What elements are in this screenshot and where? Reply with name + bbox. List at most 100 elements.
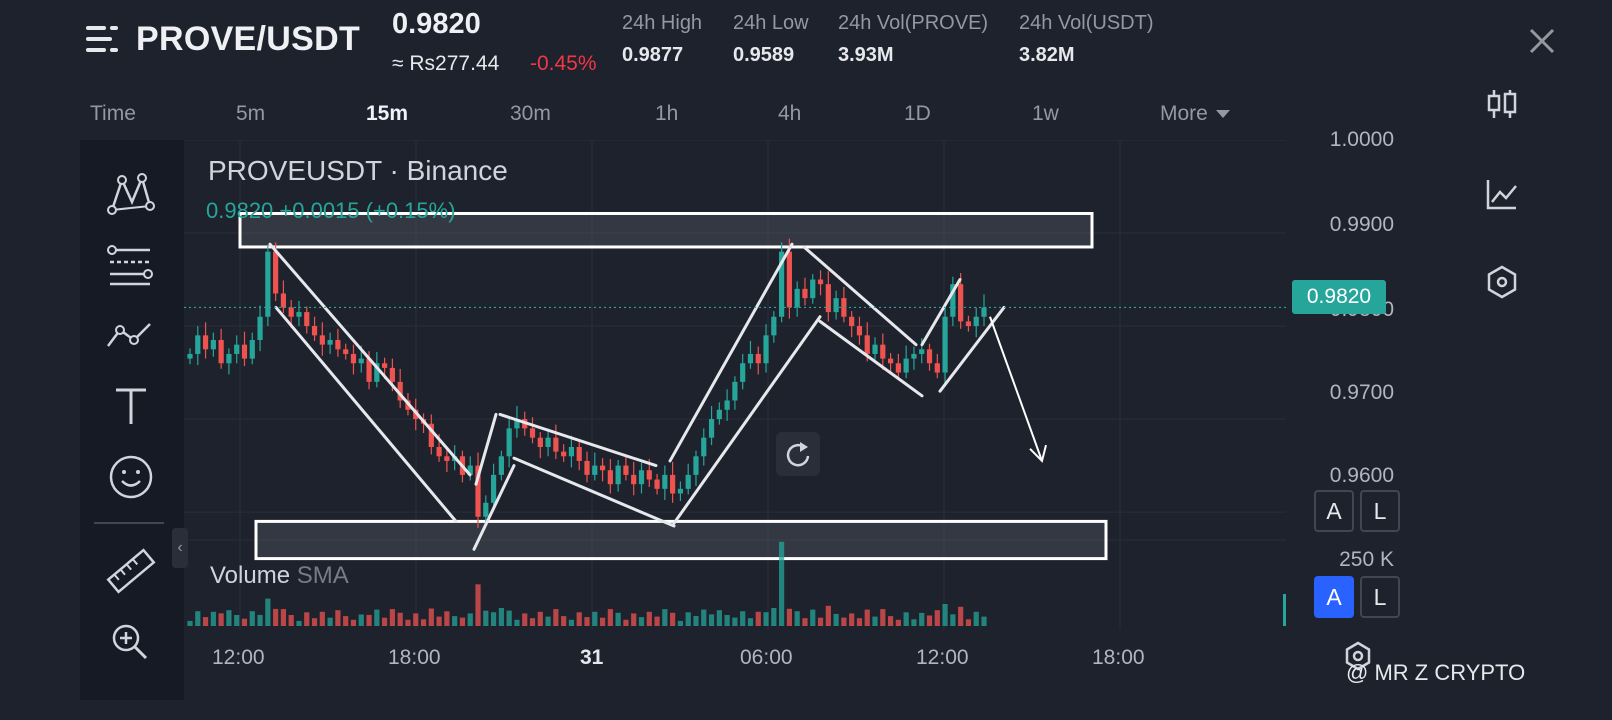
candle-body (506, 428, 512, 457)
pair-title[interactable]: PROVE/USDT (136, 20, 361, 58)
candle-body (241, 344, 248, 359)
volume-bar (887, 616, 894, 626)
ruler-tool-icon[interactable] (104, 544, 158, 598)
reset-chart-button[interactable] (776, 432, 820, 476)
volume-bar (576, 612, 582, 626)
candles-icon[interactable] (1484, 86, 1520, 122)
toolbar-collapse-button[interactable]: ‹ (172, 528, 188, 568)
candle-body (670, 474, 676, 494)
x-tick-label: 12:00 (212, 646, 265, 669)
tab-1d[interactable]: 1D (904, 102, 931, 125)
candle-body (724, 400, 730, 410)
settings-icon[interactable] (1484, 264, 1520, 300)
symbol-title[interactable]: PROVEUSDT · Binance (208, 155, 508, 186)
volume-bar (405, 619, 411, 626)
x-tick-label: 06:00 (740, 646, 793, 669)
volume-bar (241, 618, 248, 626)
price-chart[interactable] (184, 140, 1286, 630)
tab-30m[interactable]: 30m (510, 102, 551, 125)
tab-1h[interactable]: 1h (655, 102, 679, 125)
candle-body (849, 316, 855, 327)
indicators-icon[interactable] (1484, 176, 1520, 212)
zoom-in-icon[interactable] (104, 616, 158, 670)
volume-bar (724, 615, 730, 626)
volume-bar (755, 611, 761, 626)
volume-layer (187, 541, 1286, 626)
close-icon[interactable] (1525, 24, 1559, 58)
tab-4h[interactable]: 4h (778, 102, 802, 125)
candle-body (561, 451, 567, 457)
candle-body (950, 284, 956, 317)
tab-15m[interactable]: 15m (366, 102, 409, 125)
volume-bar (382, 617, 388, 626)
y-tick-label: 0.9900 (1329, 213, 1394, 236)
candle-body (825, 284, 831, 313)
candle-body (545, 437, 551, 447)
candle-body (880, 344, 886, 359)
candle-body (358, 358, 364, 364)
trend-line (268, 242, 472, 477)
candle-body (537, 437, 543, 447)
resistance-zone (238, 211, 1094, 249)
candle-body (895, 363, 901, 373)
volume-bar (716, 610, 722, 626)
volume-bar (662, 609, 668, 626)
path-tool-icon[interactable] (104, 310, 158, 364)
fib-tool-icon[interactable] (104, 240, 158, 294)
tab-time[interactable]: Time (90, 102, 136, 125)
volume-bar (311, 618, 318, 626)
candle-body (919, 349, 925, 354)
volume-bar (366, 614, 372, 626)
candle-body (374, 363, 380, 382)
toolbar-divider (94, 522, 164, 524)
volume-bar (498, 608, 504, 626)
volume-bar (187, 620, 193, 626)
menu-icon[interactable] (86, 24, 120, 54)
candle-body (343, 349, 349, 354)
candle-body (786, 251, 792, 308)
tab-more-label: More (1160, 102, 1208, 125)
candle-body (576, 446, 582, 461)
trend-line (512, 456, 676, 528)
volume-bar (249, 611, 255, 626)
candle-body (716, 409, 722, 420)
volume-bar (677, 620, 684, 626)
volume-auto-scale-button[interactable]: A (1314, 576, 1354, 618)
candle-body (467, 465, 473, 475)
emoji-tool-icon[interactable] (104, 450, 158, 504)
log-scale-button[interactable]: L (1360, 490, 1400, 532)
volume-bar (841, 617, 847, 626)
candle-body (568, 446, 575, 457)
volume-bar (265, 598, 271, 626)
candle-body (958, 284, 964, 322)
volume-bar (895, 619, 901, 626)
volume-bar (693, 616, 699, 626)
volume-bar (965, 619, 972, 626)
volume-log-scale-button[interactable]: L (1360, 576, 1400, 618)
volume-bar (825, 605, 831, 626)
candle-body (833, 298, 839, 313)
volume-ma-label: SMA (296, 562, 349, 589)
candle-body (981, 307, 987, 317)
candle-body (926, 349, 933, 364)
chevron-down-icon (1215, 110, 1230, 119)
tab-more[interactable]: More (1160, 102, 1230, 126)
auto-scale-button[interactable]: A (1314, 490, 1354, 532)
candle-body (864, 335, 870, 354)
settings-icon[interactable] (1342, 640, 1374, 672)
tab-1w[interactable]: 1w (1032, 102, 1059, 125)
volume-bar (973, 611, 979, 626)
volume-bar (911, 619, 917, 626)
candle-body (911, 353, 917, 359)
candle-body (965, 321, 972, 327)
volume-bar (490, 612, 497, 626)
trend-line (938, 305, 1006, 393)
volume-bar (740, 611, 746, 626)
volume-bar (607, 609, 613, 626)
text-tool-icon[interactable] (104, 380, 158, 434)
tab-5m[interactable]: 5m (236, 102, 266, 125)
volume-tick-label: 250 K (1339, 548, 1394, 571)
pattern-tool-icon[interactable] (104, 168, 158, 222)
candle-body (498, 456, 504, 475)
candle-body (195, 335, 201, 354)
